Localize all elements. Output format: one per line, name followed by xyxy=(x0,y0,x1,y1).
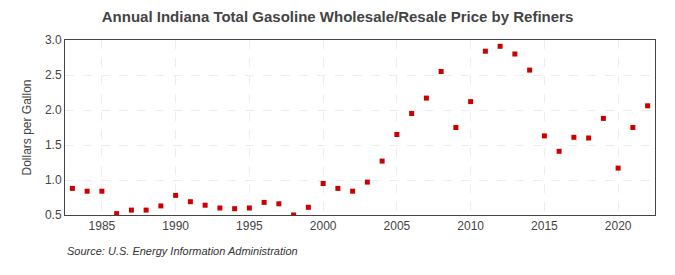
svg-text:Source: U.S. Energy Informatio: Source: U.S. Energy Information Administ… xyxy=(67,245,298,257)
svg-text:2005: 2005 xyxy=(384,219,411,233)
svg-text:1.5: 1.5 xyxy=(45,138,62,152)
svg-text:2000: 2000 xyxy=(310,219,337,233)
svg-text:2015: 2015 xyxy=(531,219,558,233)
svg-text:1990: 1990 xyxy=(162,219,189,233)
svg-text:Dollars per Gallon: Dollars per Gallon xyxy=(20,79,34,175)
svg-text:1995: 1995 xyxy=(236,219,263,233)
svg-text:1985: 1985 xyxy=(89,219,116,233)
svg-text:2.0: 2.0 xyxy=(45,103,62,117)
svg-text:Annual Indiana Total Gasoline: Annual Indiana Total Gasoline Wholesale/… xyxy=(102,8,574,25)
svg-text:2020: 2020 xyxy=(605,219,632,233)
svg-text:2010: 2010 xyxy=(457,219,484,233)
svg-text:1.0: 1.0 xyxy=(45,173,62,187)
svg-text:0.5: 0.5 xyxy=(45,208,62,222)
svg-text:2.5: 2.5 xyxy=(45,68,62,82)
svg-text:3.0: 3.0 xyxy=(45,33,62,47)
